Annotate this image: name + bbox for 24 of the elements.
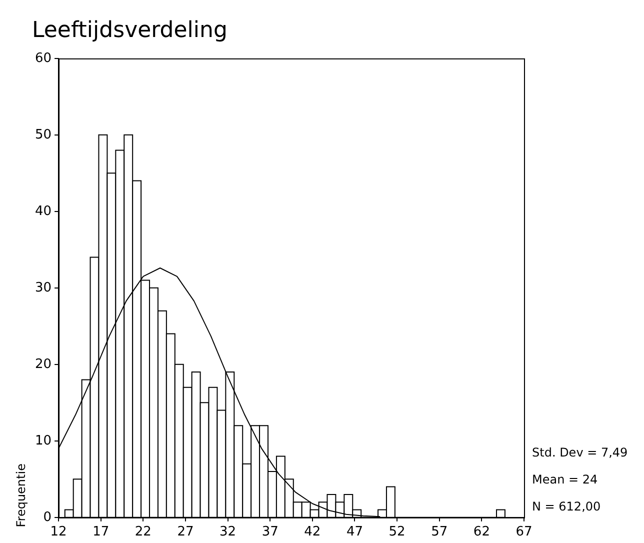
x-tick-label: 57: [431, 524, 448, 540]
y-tick-label: 10: [34, 433, 52, 448]
x-tick-label: 52: [388, 524, 406, 540]
y-axis-title: Frequentie: [14, 464, 28, 528]
text: N = 612,00: [532, 500, 601, 514]
x-tick-label: 47: [346, 524, 364, 540]
y-tick-label: 0: [43, 510, 52, 525]
x-tick-label: 42: [304, 524, 321, 540]
y-tick-label: 40: [34, 204, 52, 219]
chart-title: Leeftijdsverdeling: [32, 18, 228, 43]
x-tick-label: 22: [134, 524, 152, 540]
x-tick-label: 27: [177, 524, 194, 540]
y-tick-label: 20: [34, 356, 52, 372]
x-tick-label: 17: [92, 524, 110, 540]
text: Mean = 24: [532, 472, 598, 487]
x-tick-label: 67: [516, 524, 532, 540]
x-tick-label: 62: [473, 524, 490, 540]
y-tick-label: 30: [34, 280, 52, 296]
x-tick-label: 12: [50, 524, 67, 540]
x-tick-label: 32: [220, 524, 236, 540]
y-tick-label: 60: [34, 50, 52, 66]
x-tick-label: 37: [262, 524, 278, 540]
y-tick-label: 50: [34, 127, 52, 142]
text: Std. Dev = 7,49: [532, 446, 628, 460]
